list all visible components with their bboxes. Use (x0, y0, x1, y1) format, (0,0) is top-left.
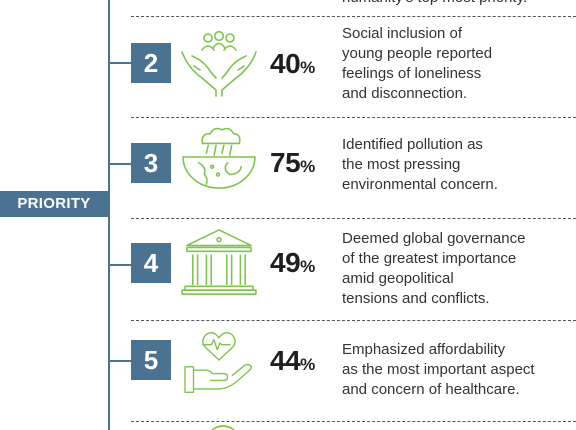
rank-badge: 4 (131, 243, 171, 283)
rank-badge: 2 (131, 43, 171, 83)
rank-connector (109, 62, 131, 64)
government-building-icon (181, 229, 257, 295)
healthcare-hand-heart-icon (184, 331, 252, 393)
stat-description: Deemed global governance of the greatest … (342, 230, 526, 307)
top-partial-text: humanity's top most priority. (342, 0, 527, 8)
stat-percent: 75% (270, 147, 316, 178)
stat-description: Identified pollution as the most pressing… (342, 136, 498, 193)
row-divider (131, 421, 576, 422)
priority-label: PRIORITY (0, 191, 108, 217)
partial-next-icon (211, 425, 235, 430)
row-divider (131, 16, 576, 17)
stat-percent: 44% (270, 345, 316, 376)
rank-badge: 5 (131, 340, 171, 380)
row-divider (131, 218, 576, 219)
row-divider (131, 117, 576, 118)
hands-people-icon (181, 30, 257, 97)
rank-connector (109, 264, 131, 266)
rank-connector (109, 360, 131, 362)
stat-description: Social inclusion of young people reported… (342, 25, 493, 102)
stat-percent: 40% (270, 48, 316, 79)
stat-description: Emphasized affordability as the most impo… (342, 341, 535, 398)
rank-connector (109, 163, 131, 165)
row-divider (131, 320, 576, 321)
rank-badge: 3 (131, 143, 171, 183)
priority-axis-line (108, 0, 110, 430)
polluted-earth-icon (182, 127, 256, 189)
stat-percent: 49% (270, 247, 316, 278)
